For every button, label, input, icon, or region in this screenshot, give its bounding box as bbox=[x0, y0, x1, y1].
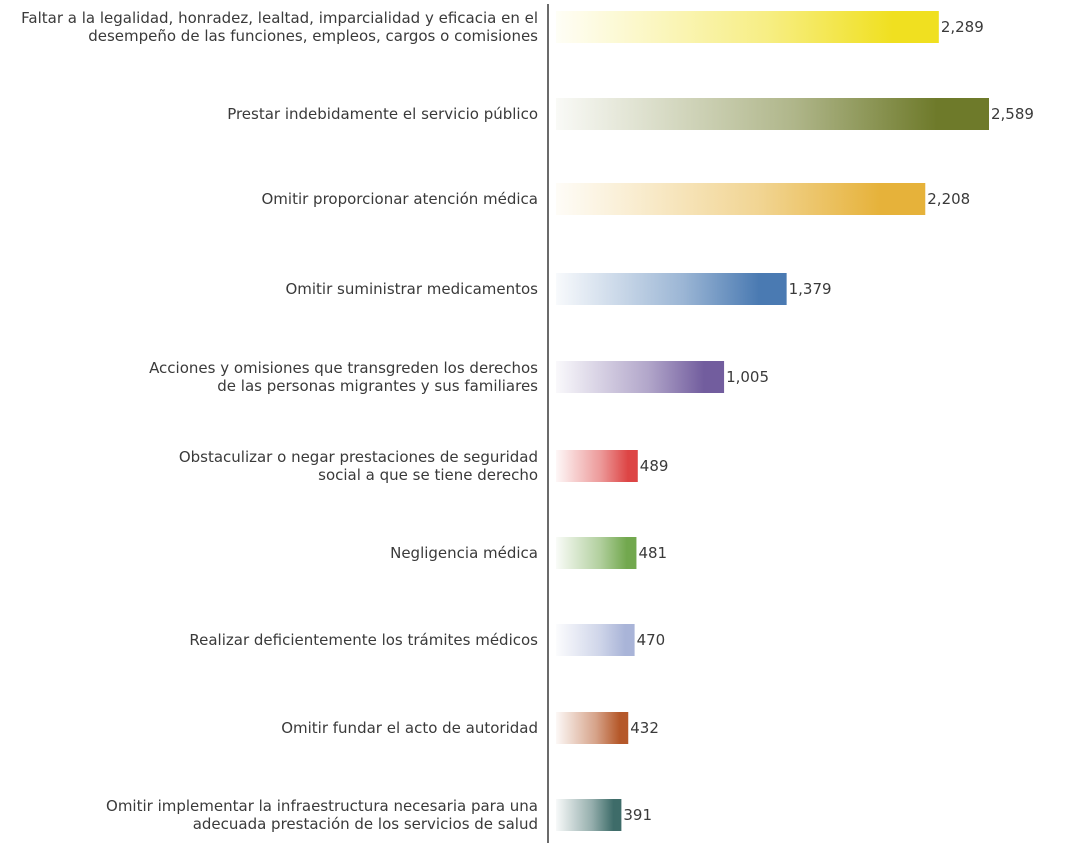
bar-6 bbox=[556, 450, 638, 482]
category-label-line: Prestar indebidamente el servicio públic… bbox=[227, 105, 538, 123]
category-label-line: Omitir fundar el acto de autoridad bbox=[281, 719, 538, 737]
category-label-line: Obstaculizar o negar prestaciones de seg… bbox=[179, 448, 538, 466]
category-label-4: Omitir suministrar medicamentos bbox=[285, 280, 538, 298]
bar-5 bbox=[556, 361, 725, 393]
value-label-10: 391 bbox=[623, 806, 652, 824]
category-label-2: Prestar indebidamente el servicio públic… bbox=[227, 105, 538, 123]
value-label-7: 481 bbox=[638, 544, 667, 562]
category-label-line: Realizar deficientemente los trámites mé… bbox=[189, 631, 538, 649]
bar-8 bbox=[556, 624, 635, 656]
category-label-6: Obstaculizar o negar prestaciones de seg… bbox=[179, 448, 538, 484]
category-label-line: Acciones y omisiones que transgreden los… bbox=[149, 359, 538, 377]
category-label-line: Omitir proporcionar atención médica bbox=[261, 190, 538, 208]
bar-3 bbox=[556, 183, 926, 215]
category-label-5: Acciones y omisiones que transgreden los… bbox=[149, 359, 538, 395]
category-label-line: Omitir implementar la infraestructura ne… bbox=[106, 797, 538, 815]
bar-7 bbox=[556, 537, 637, 569]
value-label-6: 489 bbox=[640, 457, 669, 475]
category-label-line: Faltar a la legalidad, honradez, lealtad… bbox=[21, 9, 538, 27]
bar-1 bbox=[556, 11, 939, 43]
bar-2 bbox=[556, 98, 989, 130]
bar-10 bbox=[556, 799, 622, 831]
category-label-10: Omitir implementar la infraestructura ne… bbox=[106, 797, 538, 833]
value-label-8: 470 bbox=[637, 631, 666, 649]
value-label-2: 2,589 bbox=[991, 105, 1034, 123]
value-label-5: 1,005 bbox=[726, 368, 769, 386]
category-label-line: Omitir suministrar medicamentos bbox=[285, 280, 538, 298]
category-label-line: adecuada prestación de los servicios de … bbox=[193, 815, 538, 833]
value-label-3: 2,208 bbox=[927, 190, 970, 208]
category-label-line: Negligencia médica bbox=[390, 544, 538, 562]
value-label-1: 2,289 bbox=[941, 18, 984, 36]
bar-9 bbox=[556, 712, 629, 744]
category-label-line: de las personas migrantes y sus familiar… bbox=[217, 377, 538, 395]
value-label-4: 1,379 bbox=[789, 280, 832, 298]
value-label-9: 432 bbox=[630, 719, 659, 737]
bar-4 bbox=[556, 273, 787, 305]
category-label-7: Negligencia médica bbox=[390, 544, 538, 562]
category-label-line: desempeño de las funciones, empleos, car… bbox=[88, 27, 538, 45]
category-label-3: Omitir proporcionar atención médica bbox=[261, 190, 538, 208]
category-label-9: Omitir fundar el acto de autoridad bbox=[281, 719, 538, 737]
category-label-8: Realizar deficientemente los trámites mé… bbox=[189, 631, 538, 649]
category-label-line: social a que se tiene derecho bbox=[318, 466, 538, 484]
category-label-1: Faltar a la legalidad, honradez, lealtad… bbox=[21, 9, 538, 45]
